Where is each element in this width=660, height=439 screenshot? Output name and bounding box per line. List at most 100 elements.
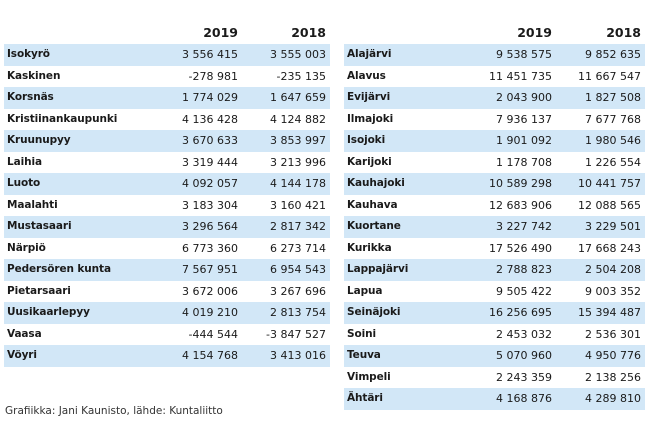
- municipality-name: Närpiö: [7, 241, 46, 254]
- table-row: Vimpeli 2 243 359 2 138 256: [344, 367, 645, 389]
- value-2018: 3 413 016: [270, 349, 326, 362]
- value-2019: 4 092 057: [182, 177, 238, 190]
- right-table: 2019 2018 Alajärvi 9 538 575 9 852 635 Alav…: [344, 22, 645, 410]
- value-2018: 4 950 776: [585, 349, 641, 362]
- municipality-name: Ähtäri: [347, 392, 383, 404]
- municipality-name: Kurikka: [347, 241, 392, 254]
- right-table-header: 2019 2018: [344, 22, 645, 44]
- header-year-2019: 2019: [517, 25, 552, 40]
- value-2018: 10 441 757: [578, 177, 641, 190]
- value-2019: 9 538 575: [496, 48, 552, 61]
- municipality-name: Seinäjoki: [347, 306, 401, 318]
- value-2018: 2 817 342: [270, 220, 326, 233]
- left-table-body: Isokyrö 3 556 415 3 555 003 Kaskinen -278 98…: [4, 44, 330, 367]
- table-row: Kauhava 12 683 906 12 088 565: [344, 195, 645, 217]
- value-2019: 7 567 951: [182, 263, 238, 276]
- municipality-name: Kauhajoki: [347, 177, 405, 189]
- municipality-name: Lappajärvi: [347, 263, 409, 275]
- value-2019: 2 243 359: [496, 370, 552, 384]
- value-2019: -278 981: [188, 69, 238, 83]
- value-2018: 7 677 768: [585, 112, 641, 126]
- value-2018: 4 289 810: [585, 392, 641, 405]
- value-2018: 2 536 301: [585, 327, 641, 341]
- value-2019: 4 019 210: [182, 306, 238, 319]
- table-row: Kurikka 17 526 490 17 668 243: [344, 238, 645, 260]
- value-2018: 3 213 996: [270, 155, 326, 169]
- value-2018: 3 229 501: [585, 220, 641, 233]
- value-2018: 2 138 256: [585, 370, 641, 384]
- table-row: Teuva 5 070 960 4 950 776: [344, 345, 645, 367]
- value-2019: 5 070 960: [496, 349, 552, 362]
- left-table: 2019 2018 Isokyrö 3 556 415 3 555 003 Kaski…: [4, 22, 330, 367]
- municipality-name: Korsnäs: [7, 91, 54, 103]
- municipality-name: Isojoki: [347, 134, 386, 146]
- table-row: Maalahti 3 183 304 3 160 421: [4, 195, 330, 217]
- value-2019: 17 526 490: [489, 241, 552, 255]
- municipality-name: Kauhava: [347, 198, 398, 211]
- value-2019: 9 505 422: [496, 284, 552, 298]
- table-row: Kauhajoki 10 589 298 10 441 757: [344, 173, 645, 195]
- value-2018: 6 273 714: [270, 241, 326, 255]
- municipality-name: Luoto: [7, 177, 41, 189]
- value-2018: 9 003 352: [585, 284, 641, 298]
- value-2019: 4 136 428: [182, 112, 238, 126]
- table-row: Soini 2 453 032 2 536 301: [344, 324, 645, 346]
- table-row: Evijärvi 2 043 900 1 827 508: [344, 87, 645, 109]
- value-2019: 3 556 415: [182, 48, 238, 61]
- municipality-name: Karijoki: [347, 155, 392, 168]
- value-2018: 3 555 003: [270, 48, 326, 61]
- municipality-name: Pietarsaari: [7, 284, 71, 297]
- table-row: Isojoki 1 901 092 1 980 546: [344, 130, 645, 152]
- value-2019: 1 774 029: [182, 91, 238, 104]
- table-row: Alavus 11 451 735 11 667 547: [344, 66, 645, 88]
- value-2018: 4 144 178: [270, 177, 326, 190]
- table-row: Alajärvi 9 538 575 9 852 635: [344, 44, 645, 66]
- municipality-name: Kristiinankaupunki: [7, 112, 118, 125]
- table-row: Ähtäri 4 168 876 4 289 810: [344, 388, 645, 410]
- value-2019: 2 453 032: [496, 327, 552, 341]
- value-2019: 2 788 823: [496, 263, 552, 276]
- table-row: Ilmajoki 7 936 137 7 677 768: [344, 109, 645, 131]
- header-year-2019: 2019: [203, 25, 238, 40]
- value-2018: 11 667 547: [578, 69, 641, 83]
- municipality-name: Lapua: [347, 284, 383, 297]
- value-2018: 3 853 997: [270, 134, 326, 147]
- value-2018: 15 394 487: [578, 306, 641, 319]
- municipality-name: Ilmajoki: [347, 112, 394, 125]
- value-2019: 3 319 444: [182, 155, 238, 169]
- value-2018: 3 160 421: [270, 198, 326, 212]
- value-2019: 10 589 298: [489, 177, 552, 190]
- municipality-name: Laihia: [7, 155, 42, 168]
- table-row: Uusikaarlepyy 4 019 210 2 813 754: [4, 302, 330, 324]
- value-2019: 4 168 876: [496, 392, 552, 405]
- municipality-name: Kuortane: [347, 220, 401, 232]
- table-row: Vöyri 4 154 768 3 413 016: [4, 345, 330, 367]
- value-2019: 2 043 900: [496, 91, 552, 104]
- municipality-name: Vimpeli: [347, 370, 391, 383]
- value-2019: 16 256 695: [489, 306, 552, 319]
- table-row: Lappajärvi 2 788 823 2 504 208: [344, 259, 645, 281]
- municipality-name: Pedersören kunta: [7, 263, 111, 275]
- table-row: Kristiinankaupunki 4 136 428 4 124 882: [4, 109, 330, 131]
- value-2018: 1 647 659: [270, 91, 326, 104]
- municipality-name: Teuva: [347, 349, 381, 361]
- value-2019: 12 683 906: [489, 198, 552, 212]
- table-row: Kruunupyy 3 670 633 3 853 997: [4, 130, 330, 152]
- value-2019: 7 936 137: [496, 112, 552, 126]
- value-2018: -235 135: [276, 69, 326, 83]
- value-2018: 3 267 696: [270, 284, 326, 298]
- value-2018: 9 852 635: [585, 48, 641, 61]
- value-2019: 3 296 564: [182, 220, 238, 233]
- municipality-name: Evijärvi: [347, 91, 391, 103]
- municipality-name: Kaskinen: [7, 69, 61, 82]
- left-table-header: 2019 2018: [4, 22, 330, 44]
- table-row: Korsnäs 1 774 029 1 647 659: [4, 87, 330, 109]
- table-row: Kuortane 3 227 742 3 229 501: [344, 216, 645, 238]
- table-row: Isokyrö 3 556 415 3 555 003: [4, 44, 330, 66]
- value-2018: 2 504 208: [585, 263, 641, 276]
- value-2019: -444 544: [188, 327, 238, 341]
- value-2018: 17 668 243: [578, 241, 641, 255]
- value-2019: 11 451 735: [489, 69, 552, 83]
- value-2018: -3 847 527: [266, 327, 326, 341]
- header-year-2018: 2018: [606, 25, 641, 40]
